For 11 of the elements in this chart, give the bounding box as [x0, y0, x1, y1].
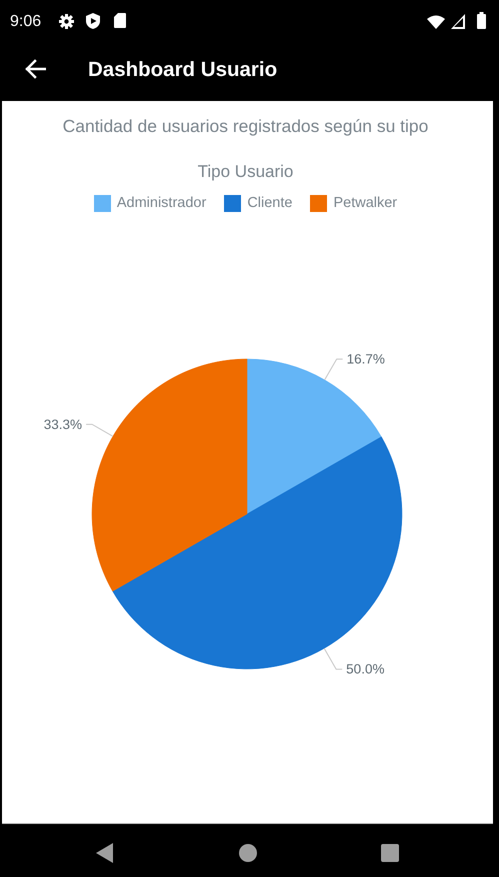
legend-title: Tipo Usuario	[196, 161, 294, 183]
pie-slice	[92, 358, 248, 592]
legend-label: Petwalker	[333, 195, 398, 211]
legend-label: Cliente	[247, 195, 292, 211]
legend-label: Administrador	[116, 195, 206, 211]
data-label: 16.7%	[346, 352, 385, 367]
data-label: 50.0%	[346, 662, 384, 677]
text: 9:06	[10, 12, 42, 32]
text: Dashboard Usuario	[88, 57, 278, 83]
data-label: 33.3%	[44, 416, 82, 432]
chart-title: Cantidad de usuarios registrados según su tipo	[62, 115, 430, 138]
